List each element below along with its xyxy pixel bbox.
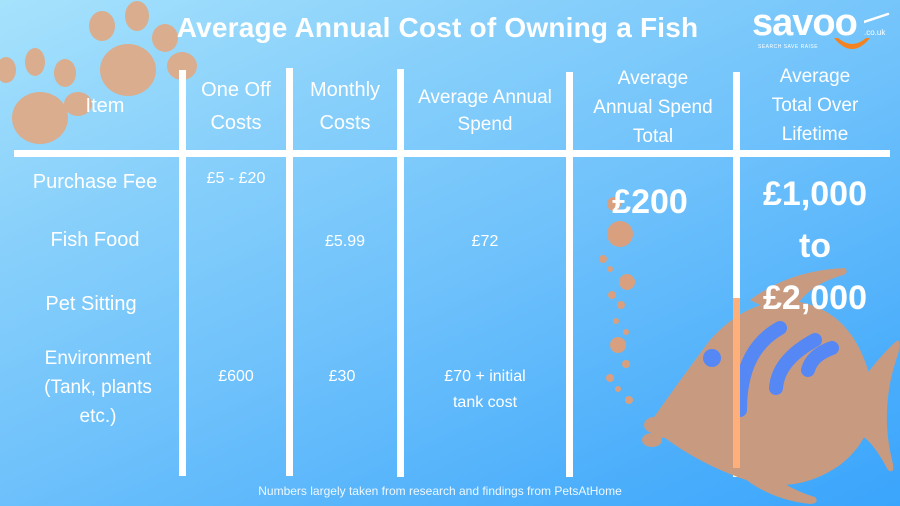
column-divider	[397, 69, 404, 477]
lifetime-total: £1,000 to £2,000	[740, 168, 890, 324]
row-item-purchase-fee: Purchase Fee	[32, 171, 158, 193]
cell-annual-environment: £70 + initial tank cost	[404, 364, 566, 416]
header-label: Costs	[319, 112, 371, 134]
row-item-fish-food: Fish Food	[50, 229, 140, 251]
header-average-annual-spend: Average Annual Spend	[404, 84, 566, 138]
column-divider	[566, 72, 573, 477]
value-line: £70 + initial	[444, 368, 526, 385]
header-label: Average	[779, 66, 851, 87]
header-label: One Off	[201, 79, 271, 101]
header-label: Average Annual	[418, 87, 552, 108]
column-divider	[286, 68, 293, 476]
annual-spend-total: £200	[612, 183, 688, 221]
logo-tagline: SEARCH SAVE RAISE	[758, 44, 819, 50]
cell-monthly-environment: £30	[328, 368, 356, 385]
logo-smile-icon	[834, 38, 870, 49]
page-title: Average Annual Cost of Owning a Fish	[176, 12, 699, 43]
divider-overlap	[733, 298, 740, 468]
header-item: Item	[60, 92, 150, 121]
header-average-annual-spend-total: Average Annual Spend Total	[573, 64, 733, 151]
cell-monthly-fish-food: £5.99	[324, 233, 366, 250]
item-line: Environment	[44, 348, 152, 369]
value-line: tank cost	[452, 394, 518, 411]
header-divider	[14, 150, 890, 157]
lifetime-line: to	[798, 227, 832, 265]
header-average-total-over-lifetime: Average Total Over Lifetime	[740, 62, 890, 149]
header-label: Lifetime	[781, 124, 849, 145]
header-label: Item	[85, 95, 125, 117]
header-monthly-costs: Monthly Costs	[293, 76, 397, 138]
source-footnote: Numbers largely taken from research and …	[258, 484, 622, 498]
header-label: Total Over	[771, 95, 859, 116]
header-label: Total	[632, 126, 674, 147]
lifetime-line: £1,000	[763, 175, 867, 213]
column-divider	[733, 72, 740, 477]
cell-annual-fish-food: £72	[471, 233, 499, 250]
item-line: (Tank, plants	[44, 377, 152, 398]
savoo-logo[interactable]: savoo .co.uk SEARCH SAVE RAISE	[752, 2, 892, 52]
header-label: Spend	[457, 114, 513, 135]
logo-tld: .co.uk	[864, 28, 886, 37]
header-one-off-costs: One Off Costs	[186, 76, 286, 138]
cell-one-off-purchase-fee: £5 - £20	[206, 170, 266, 187]
header-label: Costs	[210, 112, 262, 134]
header-label: Monthly	[309, 79, 381, 101]
fish-icon	[642, 268, 900, 504]
paw-print-icon	[0, 1, 197, 144]
header-label: Annual Spend	[593, 97, 713, 118]
logo-swoosh-icon	[864, 12, 890, 24]
item-line: etc.)	[79, 406, 117, 427]
cell-one-off-environment: £600	[218, 368, 254, 385]
bubbles-icon	[599, 197, 635, 404]
row-item-environment: Environment (Tank, plants etc.)	[14, 344, 182, 431]
row-item-pet-sitting: Pet Sitting	[45, 293, 137, 315]
logo-wordmark: savoo	[752, 2, 858, 44]
lifetime-line: £2,000	[763, 279, 867, 317]
header-label: Average	[617, 68, 689, 89]
column-divider	[179, 70, 186, 476]
